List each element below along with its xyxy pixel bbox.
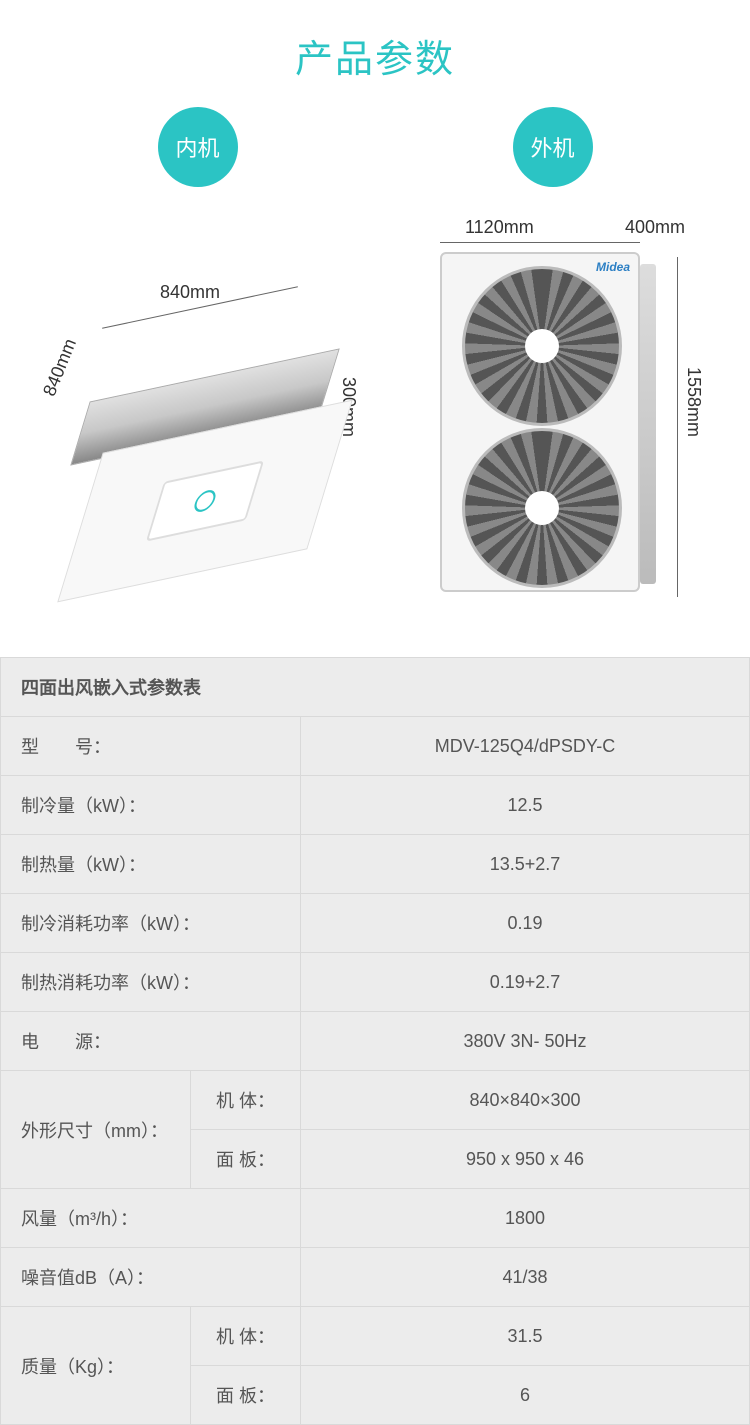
spec-table: 四面出风嵌入式参数表 型 号： MDV-125Q4/dPSDY-C 制冷量（kW…: [0, 657, 750, 1425]
spec-value: 31.5: [301, 1307, 750, 1366]
outdoor-badge: 外机: [513, 107, 593, 187]
indoor-dim-width: 840mm: [160, 282, 220, 303]
spec-label: 型 号：: [1, 717, 301, 776]
spec-value: 1800: [301, 1189, 750, 1248]
page-title: 产品参数: [0, 0, 750, 107]
spec-label: 风量（m³/h）：: [1, 1189, 301, 1248]
spec-label: 外形尺寸（mm）：: [1, 1071, 191, 1189]
indoor-badge: 内机: [158, 107, 238, 187]
spec-table-header: 四面出风嵌入式参数表: [1, 658, 750, 717]
outdoor-unit-graphic: Midea: [440, 252, 640, 592]
outdoor-dim-width: 1120mm: [465, 217, 534, 238]
table-row: 制冷消耗功率（kW）： 0.19: [1, 894, 750, 953]
spec-value: MDV-125Q4/dPSDY-C: [301, 717, 750, 776]
spec-label: 制热量（kW）：: [1, 835, 301, 894]
table-row: 电 源： 380V 3N- 50Hz: [1, 1012, 750, 1071]
table-row: 外形尺寸（mm）： 机 体： 840×840×300: [1, 1071, 750, 1130]
table-row: 制热量（kW）： 13.5+2.7: [1, 835, 750, 894]
spec-sub-label: 面 板：: [191, 1130, 301, 1189]
table-row: 风量（m³/h）： 1800: [1, 1189, 750, 1248]
outdoor-diagram: 1120mm 400mm 1558mm Midea: [395, 207, 710, 627]
indoor-unit-graphic: [80, 337, 330, 537]
outdoor-section: 外机 1120mm 400mm 1558mm Midea: [395, 107, 710, 627]
spec-sub-label: 机 体：: [191, 1307, 301, 1366]
fan-icon: [462, 428, 622, 588]
spec-value: 840×840×300: [301, 1071, 750, 1130]
indoor-diagram: 840mm 840mm 300mm: [40, 207, 355, 587]
product-diagrams: 内机 840mm 840mm 300mm 外机 1120mm 400mm 155…: [0, 107, 750, 657]
spec-sub-label: 机 体：: [191, 1071, 301, 1130]
outdoor-dim-depth: 400mm: [625, 217, 685, 238]
spec-value: 6: [301, 1366, 750, 1425]
table-row: 制冷量（kW）： 12.5: [1, 776, 750, 835]
spec-value: 13.5+2.7: [301, 835, 750, 894]
spec-label: 噪音值dB（A）：: [1, 1248, 301, 1307]
indoor-dim-depth: 840mm: [39, 336, 81, 400]
spec-value: 0.19+2.7: [301, 953, 750, 1012]
spec-value: 12.5: [301, 776, 750, 835]
spec-label: 制冷消耗功率（kW）：: [1, 894, 301, 953]
spec-label: 质量（Kg）：: [1, 1307, 191, 1425]
spec-label: 制冷量（kW）：: [1, 776, 301, 835]
spec-value: 41/38: [301, 1248, 750, 1307]
brand-logo: Midea: [596, 260, 630, 274]
spec-label: 制热消耗功率（kW）：: [1, 953, 301, 1012]
table-row: 制热消耗功率（kW）： 0.19+2.7: [1, 953, 750, 1012]
spec-label: 电 源：: [1, 1012, 301, 1071]
table-row: 噪音值dB（A）： 41/38: [1, 1248, 750, 1307]
outdoor-dim-height: 1558mm: [683, 367, 704, 437]
indoor-section: 内机 840mm 840mm 300mm: [40, 107, 355, 627]
spec-value: 950 x 950 x 46: [301, 1130, 750, 1189]
fan-icon: [462, 266, 622, 426]
spec-sub-label: 面 板：: [191, 1366, 301, 1425]
table-row: 质量（Kg）： 机 体： 31.5: [1, 1307, 750, 1366]
table-row: 型 号： MDV-125Q4/dPSDY-C: [1, 717, 750, 776]
spec-value: 380V 3N- 50Hz: [301, 1012, 750, 1071]
spec-value: 0.19: [301, 894, 750, 953]
